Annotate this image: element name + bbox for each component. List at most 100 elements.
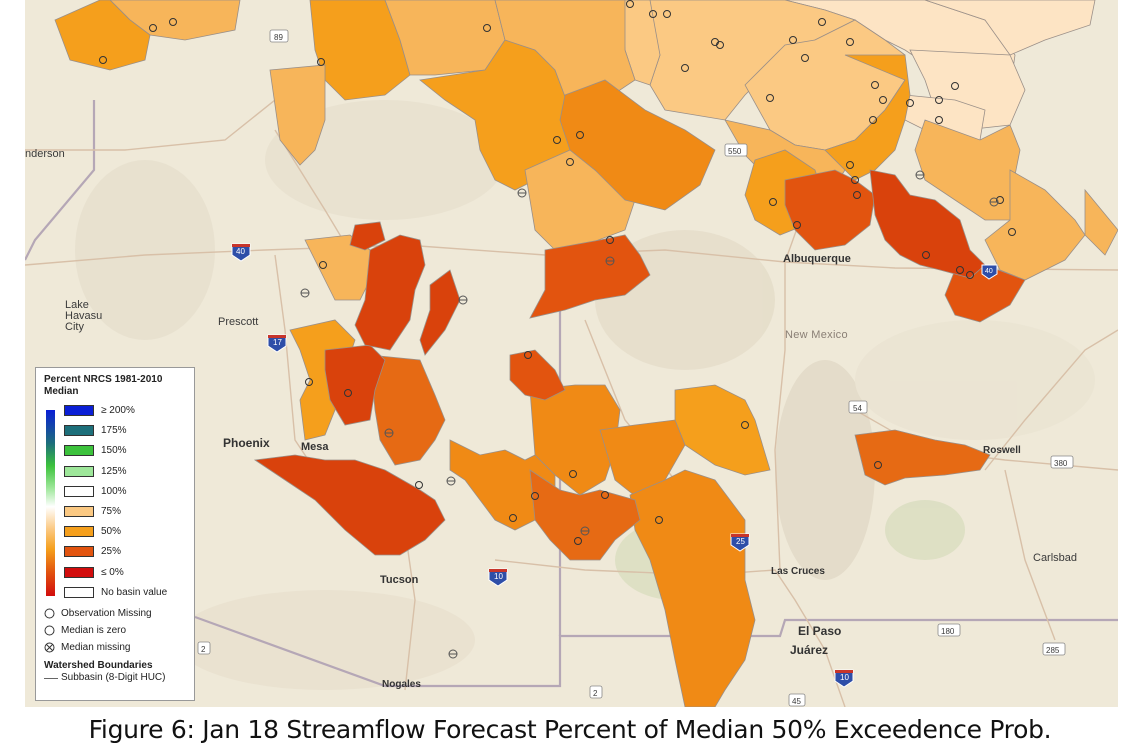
median-missing-markers	[300, 170, 999, 659]
legend-subbasin: Subbasin (8-Digit HUC)	[44, 671, 188, 686]
legend-swatch	[64, 445, 94, 457]
us-89-label: 89	[274, 33, 283, 42]
legend-class-row: ≤ 0%	[44, 564, 188, 584]
legend-class-label: 100%	[101, 485, 127, 497]
route-45-label: 45	[792, 697, 801, 706]
city-henderson: nderson	[25, 148, 65, 160]
legend-swatch	[64, 485, 94, 497]
basin	[984, 169, 1086, 281]
legend-class-row: 125%	[44, 463, 188, 483]
circle-x-icon	[44, 642, 55, 653]
legend-class-row: 50%	[44, 523, 188, 543]
legend-symbol-label: Median missing	[61, 641, 131, 653]
color-ramp	[46, 410, 55, 596]
legend-class-label: ≤ 0%	[101, 566, 124, 578]
legend-class-label: No basin value	[101, 586, 168, 598]
interstate-shields	[231, 243, 998, 688]
legend-symbol-label: Median is zero	[61, 624, 127, 636]
interstate-40-label: 40	[236, 247, 245, 256]
interstate-17-label: 17	[273, 338, 282, 347]
legend-swatch	[64, 526, 94, 538]
basin	[529, 234, 651, 319]
legend-class-row: No basin value	[44, 584, 188, 604]
legend-class-label: 25%	[101, 546, 122, 558]
legend-swatch	[64, 425, 94, 437]
interstate-25-label: 25	[736, 537, 745, 546]
basin	[324, 344, 386, 426]
us-285-label: 285	[1046, 646, 1060, 655]
legend-class-row: 25%	[44, 543, 188, 563]
legend-swatch	[64, 505, 94, 517]
station-markers	[99, 0, 1016, 545]
city-las-cruces: Las Cruces	[771, 566, 825, 577]
basin	[349, 221, 386, 251]
legend-median-zero: Median is zero	[44, 623, 188, 640]
legend-swatch	[64, 586, 94, 598]
us-550-label: 550	[728, 147, 742, 156]
basins-40	[369, 79, 991, 707]
legend-title: Percent NRCS 1981-2010 Median	[44, 374, 163, 397]
interstate-10-label: 10	[494, 572, 503, 581]
city-albuquerque: Albuquerque	[783, 253, 851, 265]
subbasin-line-icon	[44, 677, 58, 679]
basin	[924, 0, 1096, 56]
legend-class-row: 175%	[44, 422, 188, 442]
city-phoenix: Phoenix	[223, 436, 270, 450]
basin	[509, 349, 566, 401]
basins-50	[54, 0, 1118, 476]
us-380-label: 380	[1054, 459, 1068, 468]
map-canvas[interactable]: 40 17 10 25 10 40 89 550 54 380 180 285 …	[25, 0, 1118, 707]
route-2b-label: 2	[593, 689, 598, 698]
us-route-shields	[197, 29, 1074, 707]
basin	[629, 469, 756, 707]
basin	[54, 0, 151, 71]
basin	[599, 419, 686, 501]
legend-swatch	[64, 405, 94, 416]
legend-swatch	[64, 566, 94, 578]
legend-class-label: 75%	[101, 505, 122, 517]
city-el-paso: El Paso	[798, 624, 842, 638]
basin	[253, 454, 446, 556]
legend-swatch	[64, 546, 94, 558]
basin	[419, 269, 461, 356]
basin	[784, 169, 876, 251]
legend-subbasin-label: Subbasin (8-Digit HUC)	[61, 671, 166, 683]
legend-class-label: 175%	[101, 425, 127, 437]
city-carlsbad: Carlsbad	[1033, 552, 1078, 564]
us-180-label: 180	[941, 627, 955, 636]
city-roswell: Roswell	[983, 445, 1021, 456]
legend-class-label: 125%	[101, 465, 127, 477]
basin	[354, 234, 426, 351]
legend-class-label: ≥ 200%	[101, 405, 135, 416]
us-54-label: 54	[853, 404, 862, 413]
city-juarez: Juárez	[790, 643, 829, 657]
legend-symbol-label: Observation Missing	[61, 607, 152, 619]
city-lake-havasu: Lake Havasu City	[65, 299, 103, 333]
basin	[559, 79, 716, 211]
interstate-10-el-paso-label: 10	[840, 673, 849, 682]
legend-class-row: 100%	[44, 483, 188, 503]
legend-class-row: 150%	[44, 442, 188, 462]
city-tucson: Tucson	[380, 574, 419, 586]
circle-open-icon	[44, 608, 55, 619]
legend-class-row: ≥ 200%	[44, 402, 188, 422]
basins-25	[253, 169, 1026, 556]
figure-caption: Figure 6: Jan 18 Streamflow Forecast Per…	[88, 715, 1052, 744]
basins-light	[784, 0, 1096, 141]
route-2-label: 2	[201, 645, 206, 654]
interstate-40-nm-label: 40	[985, 268, 993, 275]
city-prescott: Prescott	[218, 316, 259, 328]
legend-swatch	[64, 465, 94, 477]
basin	[854, 429, 991, 486]
city-mesa: Mesa	[301, 441, 329, 453]
legend-classes: ≥ 200% 175% 150% 125% 100% 75% 50% 25% ≤ 0% No ba…	[44, 402, 188, 604]
state-new-mexico: New Mexico	[785, 329, 848, 341]
basin	[369, 354, 446, 466]
map-svg	[25, 0, 1118, 707]
legend-observation-missing: Observation Missing	[44, 606, 188, 623]
circle-open-icon	[44, 625, 55, 636]
legend-median-missing: Median missing	[44, 640, 188, 657]
basin	[674, 384, 771, 476]
basin	[529, 469, 641, 561]
legend-class-label: 50%	[101, 526, 122, 538]
